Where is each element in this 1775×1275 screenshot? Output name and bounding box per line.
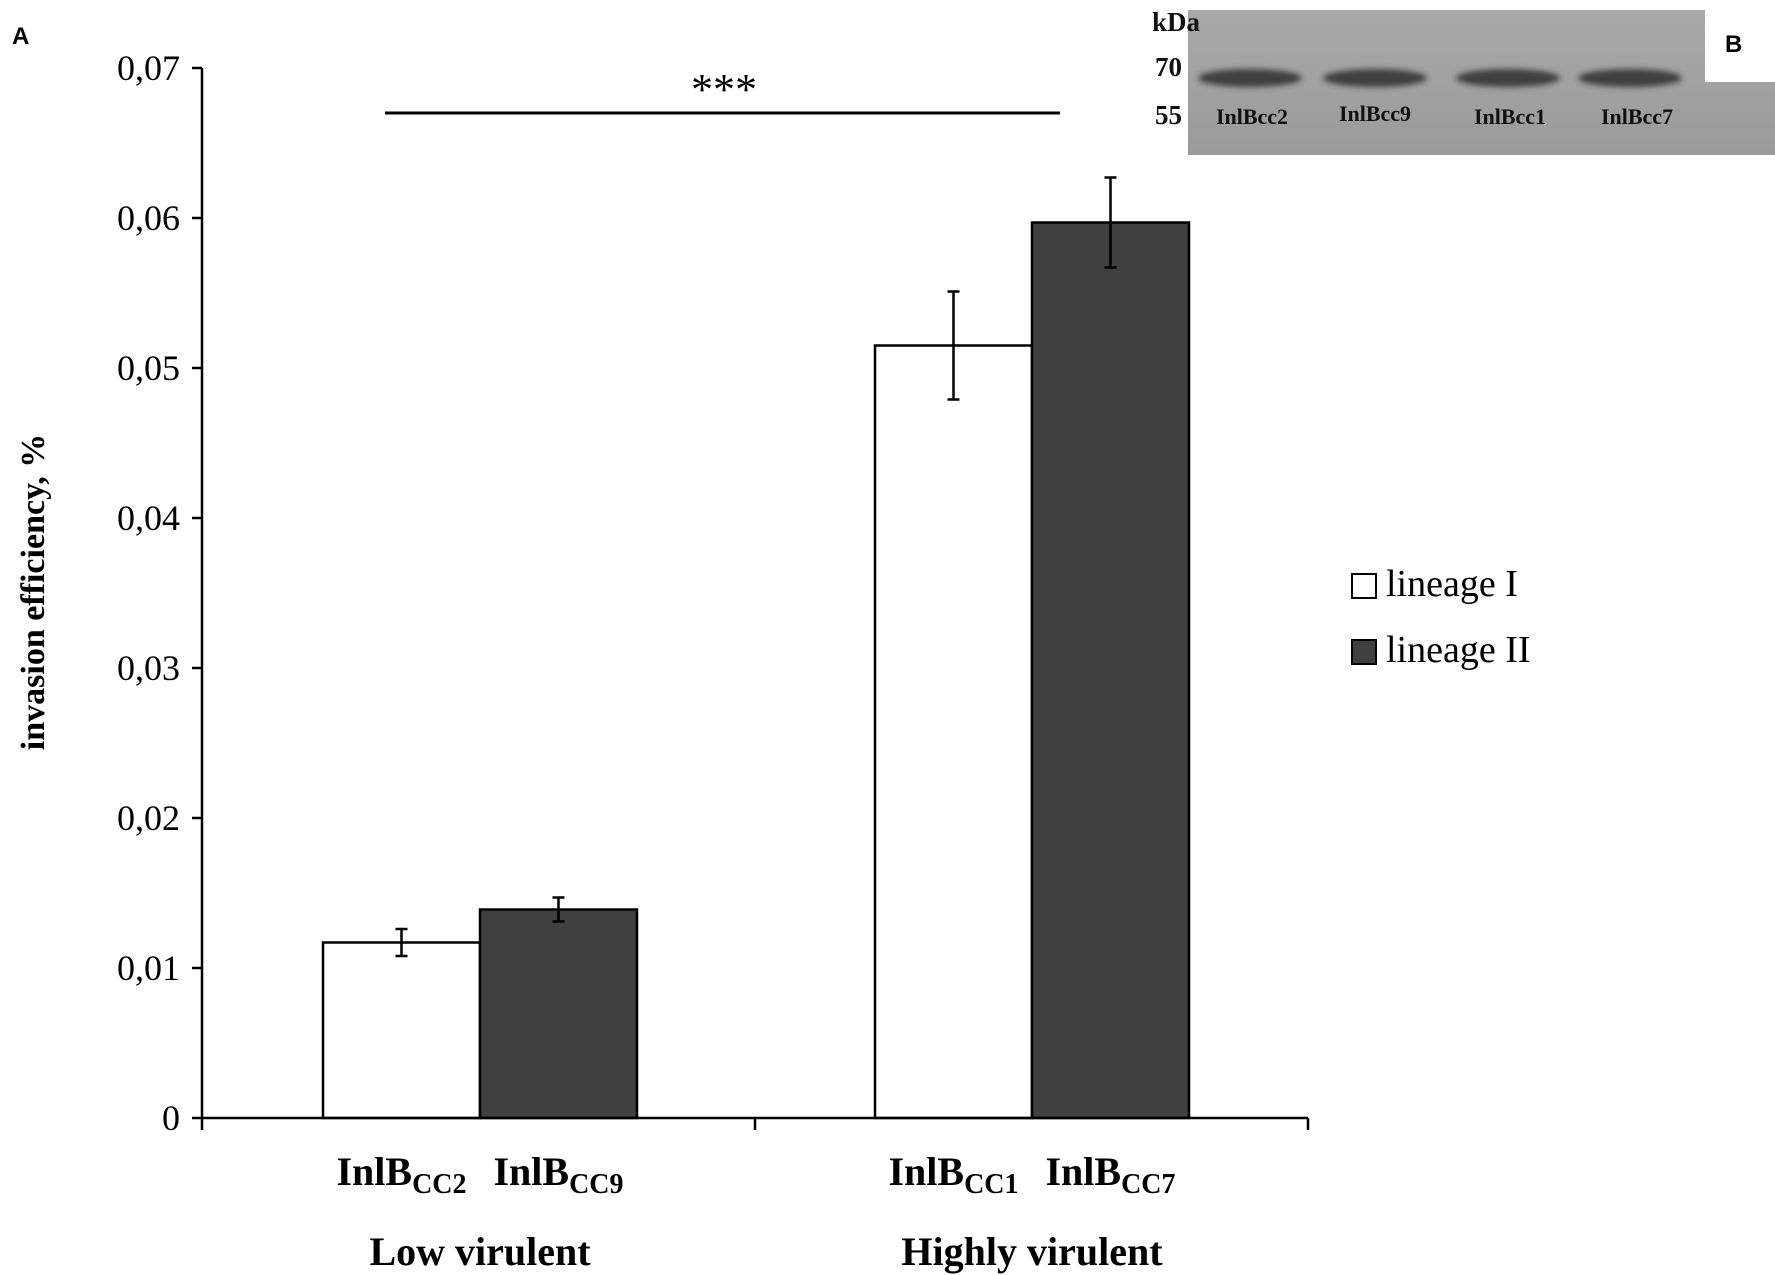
significance-marker: *** [385, 65, 1060, 115]
axes-layer: 0 0,01 0,02 0,03 0,04 0,05 0,06 0,07 InlBCC2 InlB… [117, 48, 1310, 1274]
bar-chart: invasion efficiency, % 0 0,01 0,02 0,03 0,04… [15, 48, 1531, 1274]
y-axis-title: invasion efficiency, % [15, 434, 52, 750]
bars-layer [321, 176, 1191, 1120]
x-category-label: InlBCC9 [493, 1149, 623, 1200]
western-blot-inset: B kDa 70 55 InlBcc2 InlBcc9 InlBcc1 InlB… [1152, 7, 1775, 155]
x-category-label: InlBCC2 [336, 1149, 466, 1200]
y-tick-label: 0,06 [117, 198, 180, 238]
blot-band [1198, 69, 1302, 87]
bar-cc2 [321, 941, 482, 1120]
y-tick-label: 0,01 [117, 948, 180, 988]
blot-marker-55: 55 [1155, 100, 1182, 130]
blot-lane-4: InlBcc7 [1601, 104, 1673, 129]
legend-label: lineage I [1386, 563, 1518, 605]
blot-lane-3: InlBcc1 [1474, 104, 1546, 129]
blot-lane-1: InlBcc2 [1216, 104, 1288, 129]
legend-swatch [1351, 639, 1377, 665]
y-tick-label: 0,04 [117, 498, 180, 538]
x-group-label: Highly virulent [901, 1229, 1163, 1274]
panel-label-b: B [1725, 31, 1742, 58]
panel-b-label-box [1705, 10, 1775, 82]
y-tick-label: 0,05 [117, 348, 180, 388]
y-tick-label: 0,03 [117, 648, 180, 688]
blot-bands [1198, 69, 1682, 87]
x-category-label: InlBCC7 [1045, 1149, 1175, 1200]
blot-unit-label: kDa [1152, 7, 1201, 37]
legend-label: lineage II [1386, 629, 1531, 671]
blot-band [1456, 69, 1560, 87]
bar-cc7 [1030, 221, 1191, 1120]
y-tick-label: 0,07 [117, 48, 180, 88]
blot-band [1578, 69, 1682, 87]
y-tick-label: 0,02 [117, 798, 180, 838]
y-tick-label: 0 [162, 1098, 180, 1138]
legend: lineage I lineage II [1351, 563, 1531, 671]
bar-cc1 [873, 344, 1034, 1120]
x-category-label: InlBCC1 [888, 1149, 1018, 1200]
blot-band [1323, 69, 1427, 87]
bar-cc9 [478, 908, 639, 1120]
blot-marker-70: 70 [1155, 52, 1182, 82]
x-group-label: Low virulent [369, 1229, 591, 1274]
legend-swatch [1351, 573, 1377, 599]
significance-label: *** [691, 65, 757, 114]
blot-lane-2: InlBcc9 [1339, 101, 1411, 126]
panel-label-a: A [12, 23, 29, 50]
